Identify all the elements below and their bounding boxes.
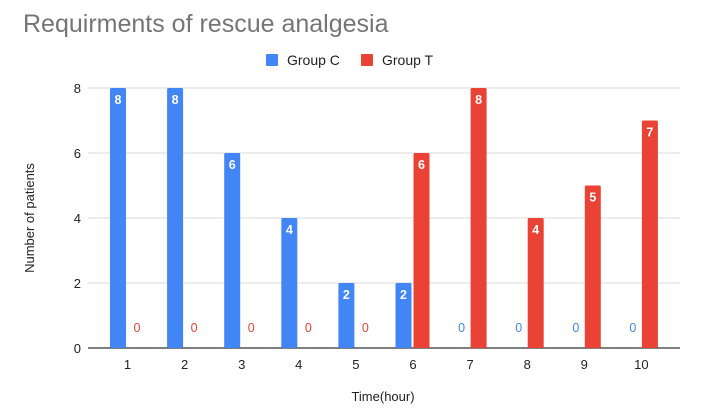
x-tick-label: 5	[352, 357, 359, 372]
legend-item-group-t[interactable]: Group T	[361, 52, 433, 68]
bars	[110, 88, 658, 348]
bar-group-c[interactable]	[167, 88, 184, 348]
x-tick-label: 3	[238, 357, 245, 372]
x-tick-label: 1	[124, 357, 131, 372]
bar-group-c[interactable]	[224, 153, 241, 348]
legend: Group C Group T	[0, 52, 701, 68]
y-tick-label: 8	[74, 81, 81, 96]
data-label: 0	[134, 321, 141, 335]
data-label: 6	[418, 158, 425, 172]
bar-group-t[interactable]	[413, 153, 430, 348]
data-label: 6	[229, 158, 236, 172]
data-label: 0	[458, 321, 465, 335]
x-tick-label: 10	[634, 357, 648, 372]
data-label: 0	[191, 321, 198, 335]
x-tick-label: 2	[181, 357, 188, 372]
data-label: 8	[172, 93, 179, 107]
data-label: 0	[572, 321, 579, 335]
legend-label-group-t: Group T	[382, 52, 434, 68]
data-label: 0	[305, 321, 312, 335]
data-label: 0	[515, 321, 522, 335]
y-tick-label: 4	[74, 211, 81, 226]
bar-group-c[interactable]	[110, 88, 126, 348]
data-label: 8	[115, 93, 122, 107]
y-tick-label: 0	[74, 341, 81, 356]
gridlines	[88, 87, 680, 349]
bar-group-c[interactable]	[281, 218, 298, 348]
y-axis-ticks: 0 2 4 6 8	[74, 81, 81, 356]
chart-title: Requirments of rescue analgesia	[23, 10, 389, 38]
x-axis-ticks: 1 2 3 4 5 6 7 8 9 10	[124, 357, 649, 372]
data-label: 2	[343, 288, 350, 302]
bar-group-t[interactable]	[527, 218, 544, 348]
legend-swatch-group-t	[361, 54, 373, 66]
data-label: 8	[475, 93, 482, 107]
bar-group-t[interactable]	[470, 88, 487, 348]
legend-item-group-c[interactable]: Group C	[266, 52, 340, 68]
legend-swatch-group-c	[266, 54, 278, 66]
data-label: 0	[248, 321, 255, 335]
y-axis-title: Number of patients	[22, 163, 37, 273]
data-labels: 8 0 8 0 6 0 4 0 2 0 2 6 0 8 0 4 0 5 0 7	[115, 93, 654, 335]
data-label: 4	[532, 223, 539, 237]
x-tick-label: 4	[295, 357, 302, 372]
data-label: 7	[646, 126, 653, 140]
bar-group-c[interactable]	[338, 283, 355, 348]
legend-label-group-c: Group C	[287, 52, 340, 68]
x-tick-label: 6	[409, 357, 416, 372]
y-tick-label: 2	[74, 276, 81, 291]
x-axis-title: Time(hour)	[351, 389, 414, 404]
data-label: 2	[400, 288, 407, 302]
x-tick-label: 7	[466, 357, 473, 372]
y-tick-label: 6	[74, 146, 81, 161]
x-tick-label: 9	[581, 357, 588, 372]
data-label: 0	[629, 321, 636, 335]
data-label: 5	[589, 191, 596, 205]
data-label: 4	[286, 223, 293, 237]
bar-group-c[interactable]	[395, 283, 412, 348]
data-label: 0	[362, 321, 369, 335]
bar-group-t[interactable]	[584, 185, 601, 349]
bar-group-t[interactable]	[641, 120, 658, 349]
x-tick-label: 8	[524, 357, 531, 372]
